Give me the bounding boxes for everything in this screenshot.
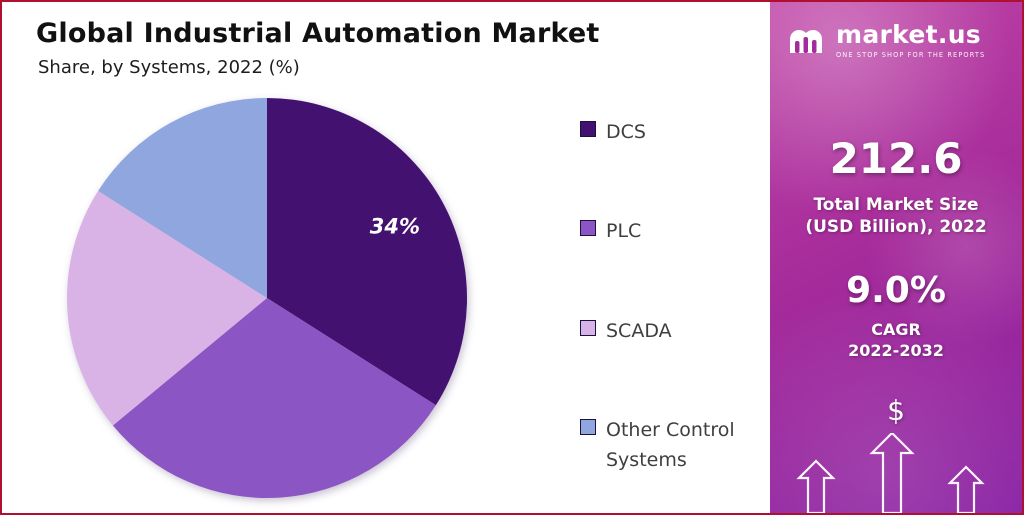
brand-panel: market.us ONE STOP SHOP FOR THE REPORTS … (770, 2, 1022, 513)
brand-tagline: ONE STOP SHOP FOR THE REPORTS (836, 51, 986, 59)
legend-label-other-control-systems: Other Control Systems (606, 419, 735, 471)
market-size-label-line1: Total Market Size (813, 195, 979, 215)
cagr-value: 9.0% (846, 270, 946, 311)
brand-name: market.us (836, 20, 981, 49)
brand-text: market.us ONE STOP SHOP FOR THE REPORTS (836, 22, 985, 59)
legend-label-plc: PLC (606, 220, 642, 243)
legend-swatch-plc (580, 220, 596, 237)
market-size-label: Total Market Size (USD Billion), 2022 (770, 194, 1022, 238)
legend-swatch-dcs (580, 121, 596, 137)
legend: DCS PLC SCADA Other Control Systems (580, 118, 765, 513)
chart-title: Global Industrial Automation Market (36, 18, 600, 49)
growth-arrows-icon (796, 433, 985, 513)
legend-swatch-other-control-systems (580, 419, 596, 436)
legend-item-scada: SCADA (580, 317, 765, 346)
market-size-label-line2: (USD Billion), 2022 (805, 217, 987, 238)
cagr-label-line2: 2022-2032 (848, 340, 944, 360)
legend-label-scada: SCADA (606, 319, 672, 342)
legend-item-plc: PLC (580, 217, 765, 246)
dollar-icon: $ (887, 394, 905, 427)
cagr-label-line1: CAGR (871, 320, 921, 339)
brand-lockup: market.us ONE STOP SHOP FOR THE REPORTS (784, 22, 985, 59)
cagr-label: CAGR 2022-2032 (770, 320, 1022, 362)
market-size-value: 212.6 (829, 134, 963, 183)
svg-text:34%: 34% (370, 215, 420, 239)
chart-subtitle: Share, by Systems, 2022 (%) (38, 57, 300, 78)
legend-swatch-scada (580, 319, 596, 336)
pie-chart: 34% (66, 98, 468, 499)
legend-item-other-control-systems: Other Control Systems (580, 416, 765, 475)
legend-item-dcs: DCS (580, 118, 765, 147)
marketus-logo-icon (790, 29, 822, 53)
legend-label-dcs: DCS (606, 121, 646, 143)
